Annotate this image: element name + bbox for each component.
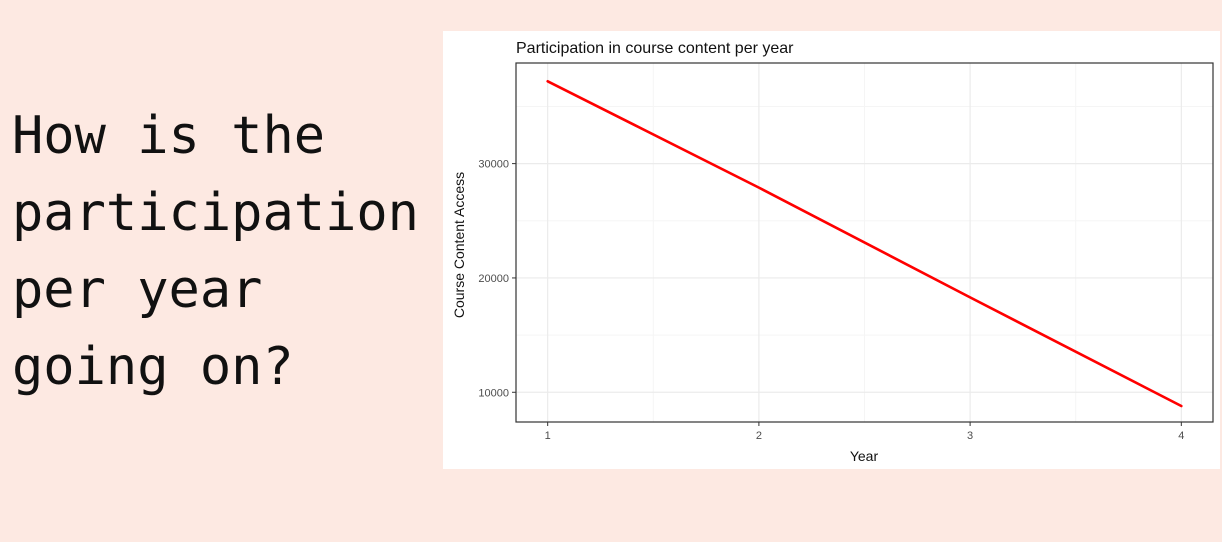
question-text: How is the participation per year going … — [12, 98, 442, 406]
y-tick-label: 30000 — [478, 159, 509, 171]
y-axis-ticks: 10000 20000 30000 — [478, 159, 516, 399]
y-tick-label: 10000 — [478, 387, 509, 399]
minor-gridlines — [516, 63, 1213, 422]
major-gridlines — [516, 63, 1213, 422]
series-line — [546, 79, 1183, 408]
series-layer — [546, 79, 1183, 408]
question-line-1: How is the — [12, 106, 326, 166]
x-tick-label: 4 — [1178, 430, 1184, 442]
line-chart: Participation in course content per year… — [451, 40, 1214, 464]
y-tick-label: 20000 — [478, 273, 509, 285]
question-line-2: participation — [12, 183, 419, 243]
x-axis-ticks: 1 2 3 4 — [545, 422, 1184, 442]
plot-panel-border — [515, 62, 1214, 423]
y-axis-label: Course Content Access — [451, 172, 467, 318]
question-line-4: going on? — [12, 337, 294, 397]
question-line-3: per year — [12, 260, 263, 320]
chart-title: Participation in course content per year — [516, 40, 794, 57]
x-axis-label: Year — [850, 448, 879, 464]
line-chart-card: Participation in course content per year… — [443, 31, 1220, 469]
x-tick-label: 2 — [756, 430, 762, 442]
x-tick-label: 3 — [967, 430, 973, 442]
x-tick-label: 1 — [545, 430, 551, 442]
